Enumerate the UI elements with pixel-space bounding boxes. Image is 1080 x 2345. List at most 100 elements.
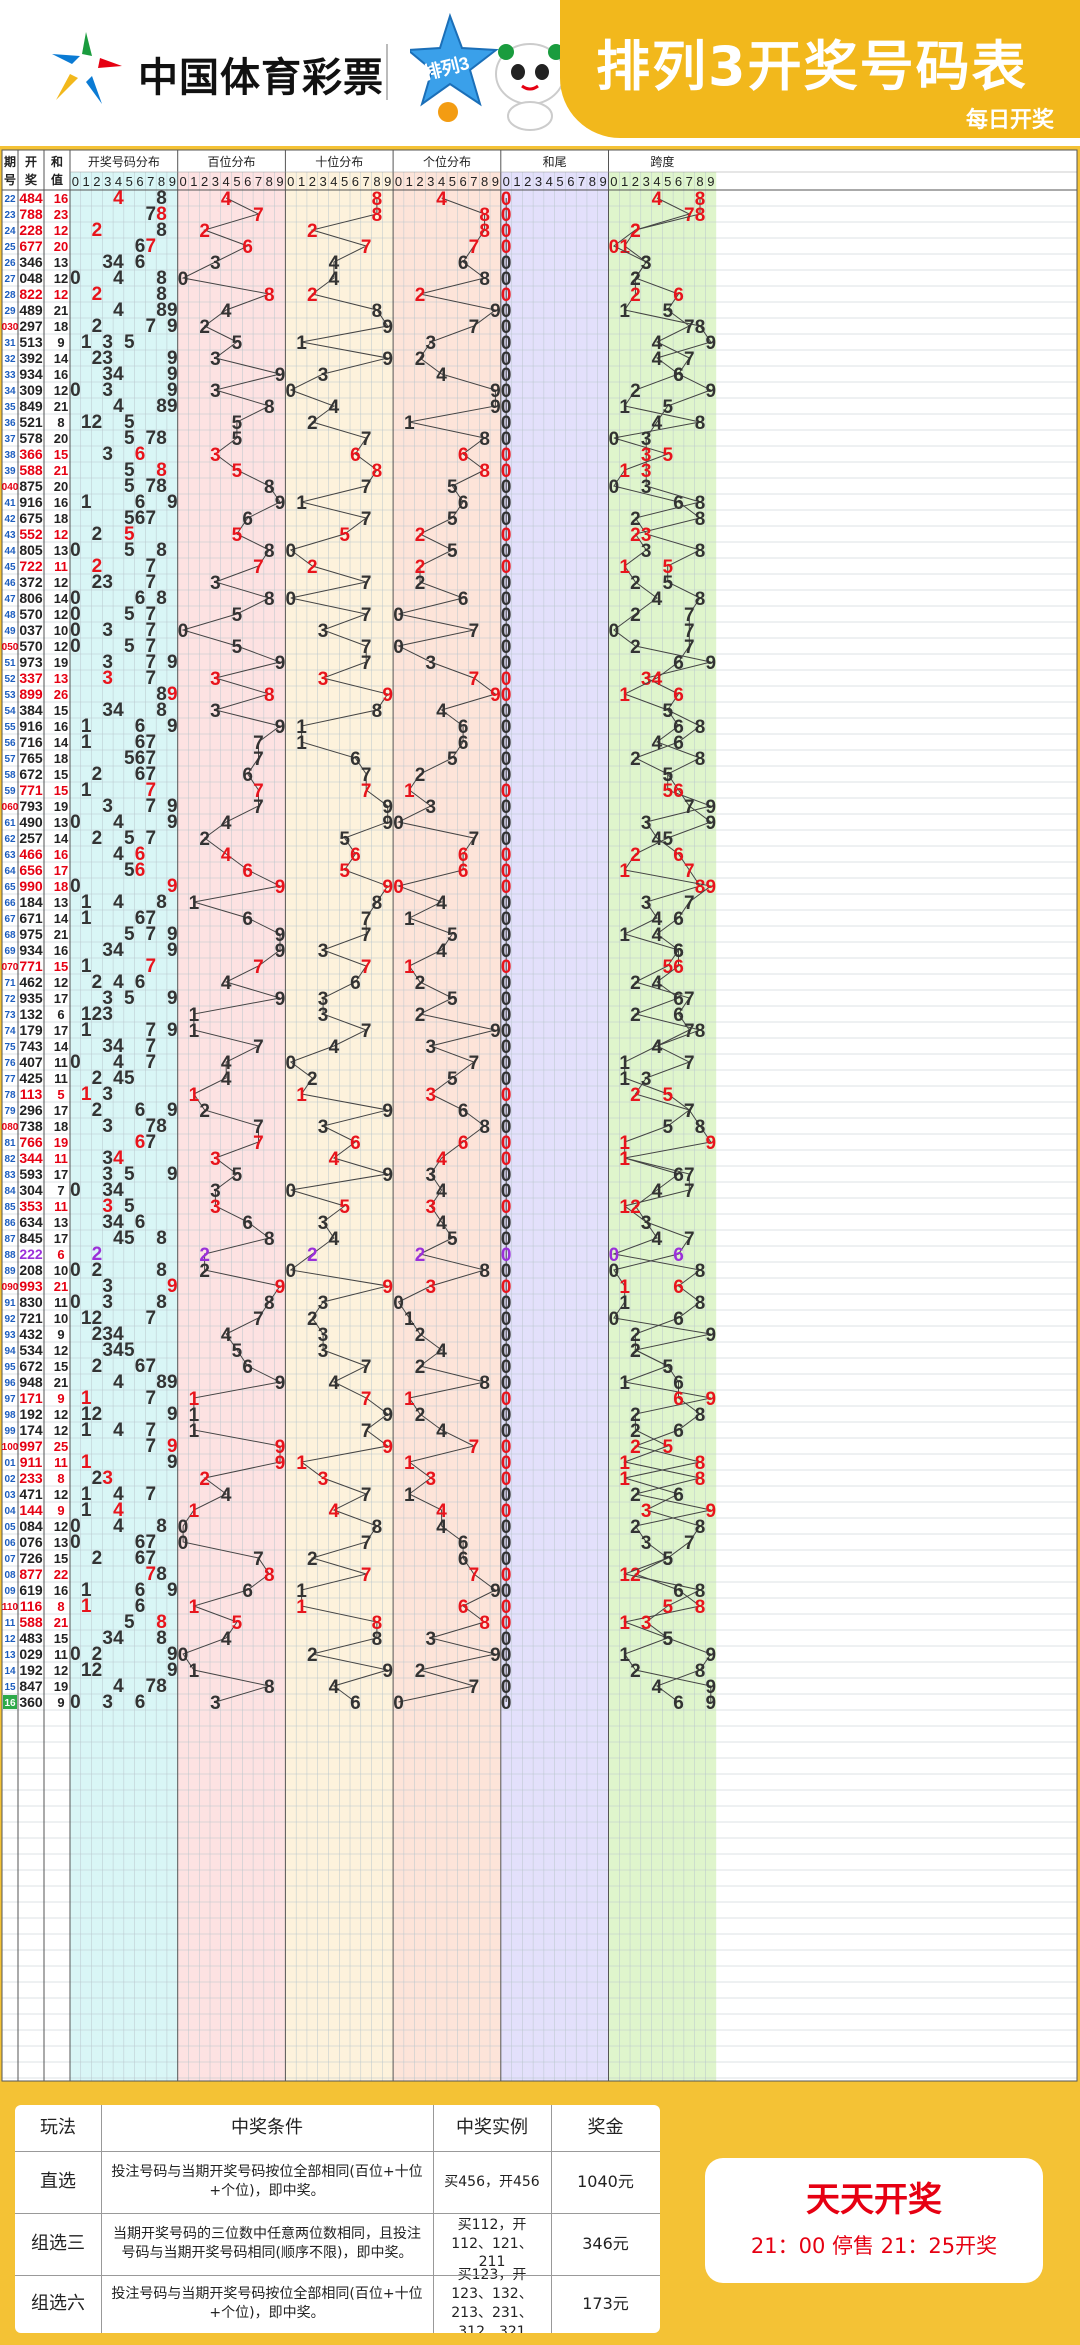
trend-digit: 2 [630, 1341, 641, 1362]
distribution-digit: 4 [113, 940, 124, 961]
distribution-digit: 8 [156, 1564, 167, 1585]
trend-digit: 0 [501, 1613, 512, 1634]
trend-digit: 0 [178, 621, 189, 642]
trend-digit: 7 [684, 1533, 695, 1554]
digit-header: 9 [599, 174, 606, 189]
draw-number: 144 [19, 1502, 43, 1518]
trend-digit: 5 [232, 1613, 243, 1634]
issue-number: 35 [4, 402, 16, 413]
issue-number: 77 [4, 1074, 16, 1085]
trend-digit: 0 [178, 1533, 189, 1554]
trend-digit: 3 [641, 253, 652, 274]
trend-digit: 0 [285, 1181, 296, 1202]
issue-number: 38 [4, 450, 16, 461]
distribution-digit: 3 [102, 348, 113, 369]
issue-number: 44 [4, 546, 16, 557]
draw-number: 353 [19, 1198, 43, 1214]
issue-number: 07 [4, 1554, 16, 1565]
trend-digit: 0 [501, 1469, 512, 1490]
digit-header: 4 [115, 174, 122, 189]
trend-digit: 8 [372, 189, 383, 210]
digit-header: 9 [492, 174, 499, 189]
distribution-digit: 6 [135, 1356, 146, 1377]
draw-number: 830 [19, 1294, 43, 1310]
trend-digit: 2 [630, 221, 641, 242]
trend-digit: 7 [684, 605, 695, 626]
distribution-digit: 6 [135, 1212, 146, 1233]
trend-digit: 8 [695, 1581, 706, 1602]
trend-digit: 1 [619, 1149, 630, 1170]
distribution-digit: 8 [156, 1228, 167, 1249]
distribution-digit: 2 [92, 524, 103, 545]
trend-digit: 9 [382, 1661, 393, 1682]
distribution-digit: 2 [92, 556, 103, 577]
issue-number: 49 [4, 626, 16, 637]
trend-digit: 7 [361, 925, 372, 946]
trend-digit: 9 [706, 1133, 717, 1154]
distribution-digit: 0 [70, 876, 81, 897]
trend-digit: 0 [501, 1485, 512, 1506]
trend-digit: 0 [501, 925, 512, 946]
draw-number: 534 [19, 1342, 43, 1358]
issue-number: 29 [4, 306, 16, 317]
issue-number: 03 [4, 1490, 16, 1501]
trend-digit: 1 [619, 1469, 630, 1490]
trend-digit: 8 [264, 1229, 275, 1250]
distribution-digit: 6 [135, 844, 146, 865]
rules-cell-play: 组选六 [31, 2292, 85, 2314]
distribution-digit: 3 [102, 1212, 113, 1233]
trend-digit: 6 [458, 1533, 469, 1554]
distribution-digit: 8 [156, 684, 167, 705]
trend-digit: 9 [706, 797, 717, 818]
rules-col-divider [101, 2105, 102, 2333]
rules-cell-play: 直选 [40, 2170, 76, 2192]
draw-number: 788 [19, 206, 43, 222]
trend-digit: 0 [501, 365, 512, 386]
draw-number: 671 [19, 910, 43, 926]
trend-digit: 7 [253, 733, 264, 754]
trend-digit: 8 [264, 1293, 275, 1314]
draw-number: 084 [19, 1518, 43, 1534]
issue-number: 95 [4, 1362, 16, 1373]
trend-digit: 8 [264, 1565, 275, 1586]
daily-draw-box: 天天开奖 21：00 停售 21：25开奖 [705, 2158, 1043, 2283]
sum-value: 21 [54, 399, 68, 414]
trend-digit: 7 [253, 957, 264, 978]
sum-value: 8 [57, 1471, 64, 1486]
trend-digit: 9 [706, 877, 717, 898]
distribution-digit: 4 [113, 1340, 124, 1361]
trend-digit: 0 [501, 525, 512, 546]
distribution-digit: 1 [81, 1084, 92, 1105]
digit-header: 5 [126, 174, 133, 189]
trend-digit: 6 [673, 1005, 684, 1026]
trend-digit: 0 [501, 1565, 512, 1586]
sum-value: 12 [54, 1487, 68, 1502]
trend-digit: 7 [684, 1053, 695, 1074]
distribution-digit: 0 [70, 1516, 81, 1537]
distribution-digit: 4 [113, 1212, 124, 1233]
trend-digit: 8 [695, 205, 706, 226]
trend-digit: 1 [189, 1021, 200, 1042]
trend-digit: 8 [479, 1613, 490, 1634]
trend-digit: 0 [501, 1149, 512, 1170]
trend-digit: 2 [307, 557, 318, 578]
trend-digit: 7 [361, 1485, 372, 1506]
trend-digit: 0 [609, 237, 620, 258]
trend-digit: 1 [189, 1501, 200, 1522]
sum-value: 14 [54, 735, 69, 750]
trend-digit: 9 [275, 717, 286, 738]
rules-header-cell: 中奖条件 [231, 2116, 303, 2138]
trend-digit: 0 [501, 1245, 512, 1266]
distribution-digit: 6 [135, 1132, 146, 1153]
distribution-digit: 6 [135, 1692, 146, 1713]
trend-digit: 8 [695, 589, 706, 610]
trend-digit: 7 [684, 1021, 695, 1042]
trend-digit: 8 [264, 477, 275, 498]
distribution-digit: 2 [92, 1244, 103, 1265]
trend-digit: 6 [458, 1101, 469, 1122]
trend-digit: 6 [673, 653, 684, 674]
trend-digit: 7 [684, 349, 695, 370]
issue-number: 37 [4, 434, 16, 445]
distribution-digit: 3 [102, 380, 113, 401]
trend-digit: 9 [275, 1453, 286, 1474]
